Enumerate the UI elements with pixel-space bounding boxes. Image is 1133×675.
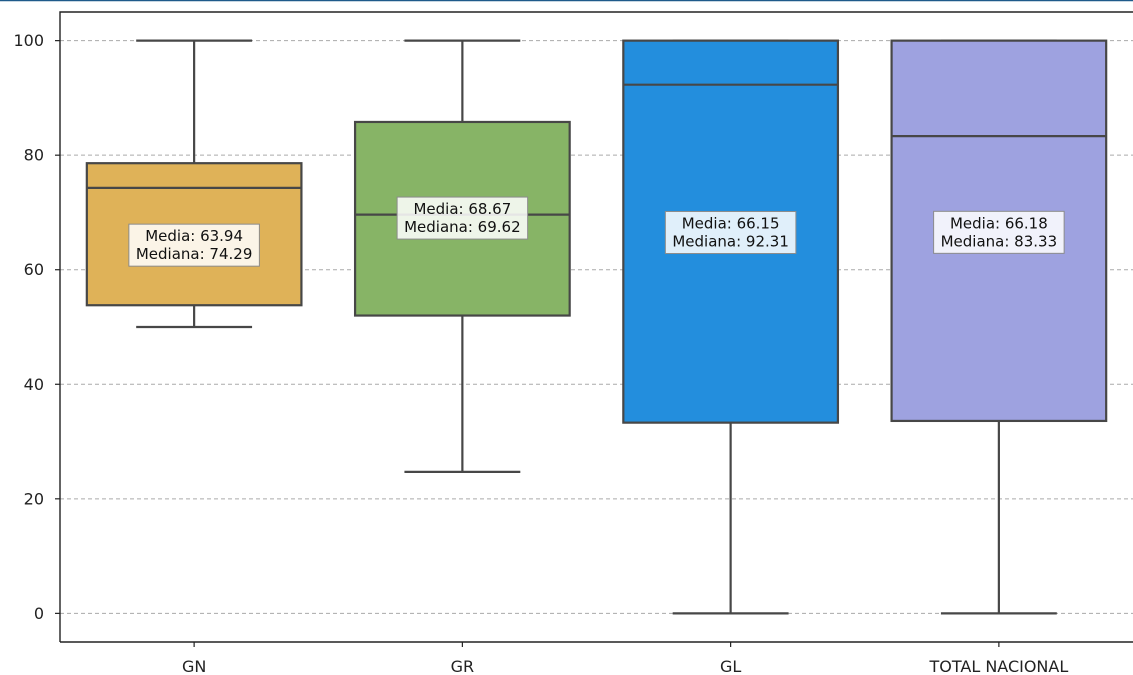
- plot-frame: [59, 11, 1133, 642]
- y-tick-label: 40: [24, 375, 44, 394]
- y-tick-label: 60: [24, 260, 44, 279]
- x-tick-label: GR: [451, 657, 475, 675]
- y-tick-label: 80: [24, 146, 44, 165]
- mean-label: Media: 68.67: [413, 200, 511, 218]
- y-tick-label: 20: [24, 489, 44, 508]
- mean-label: Media: 66.15: [682, 215, 780, 233]
- stats-annotation-box: [128, 223, 260, 267]
- mean-label: Media: 63.94: [145, 227, 243, 245]
- median-label: Mediana: 83.33: [941, 232, 1058, 250]
- stats-annotation-box: [933, 210, 1065, 254]
- median-label: Mediana: 69.62: [404, 218, 521, 236]
- mean-label: Media: 66.18: [950, 214, 1048, 232]
- x-tick-label: TOTAL NACIONAL: [928, 657, 1068, 675]
- x-tick-label: GN: [182, 657, 206, 675]
- x-tick-label: GL: [720, 657, 741, 675]
- y-tick-label: 0: [34, 604, 44, 623]
- stats-annotation-box: [664, 211, 797, 255]
- y-axis-ticks: 0 20 40 60 80 100: [13, 31, 60, 623]
- stats-annotation-box: [396, 196, 529, 240]
- median-label: Mediana: 74.29: [136, 245, 253, 263]
- median-label: Mediana: 92.31: [672, 233, 789, 251]
- y-tick-label: 100: [13, 31, 44, 50]
